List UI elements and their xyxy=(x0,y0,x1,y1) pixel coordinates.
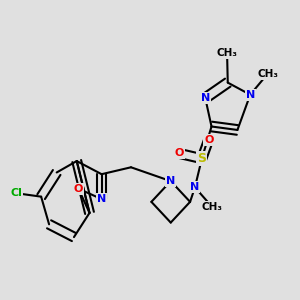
Text: N: N xyxy=(201,93,210,103)
Text: O: O xyxy=(175,148,184,158)
Text: N: N xyxy=(97,194,106,204)
Text: O: O xyxy=(204,135,213,145)
Text: CH₃: CH₃ xyxy=(257,69,278,79)
Text: N: N xyxy=(246,90,255,100)
Text: S: S xyxy=(197,152,206,165)
Text: CH₃: CH₃ xyxy=(202,202,223,212)
Text: N: N xyxy=(166,176,176,186)
Text: N: N xyxy=(190,182,200,192)
Text: Cl: Cl xyxy=(10,188,22,198)
Text: O: O xyxy=(74,184,83,194)
Text: CH₃: CH₃ xyxy=(217,48,238,58)
